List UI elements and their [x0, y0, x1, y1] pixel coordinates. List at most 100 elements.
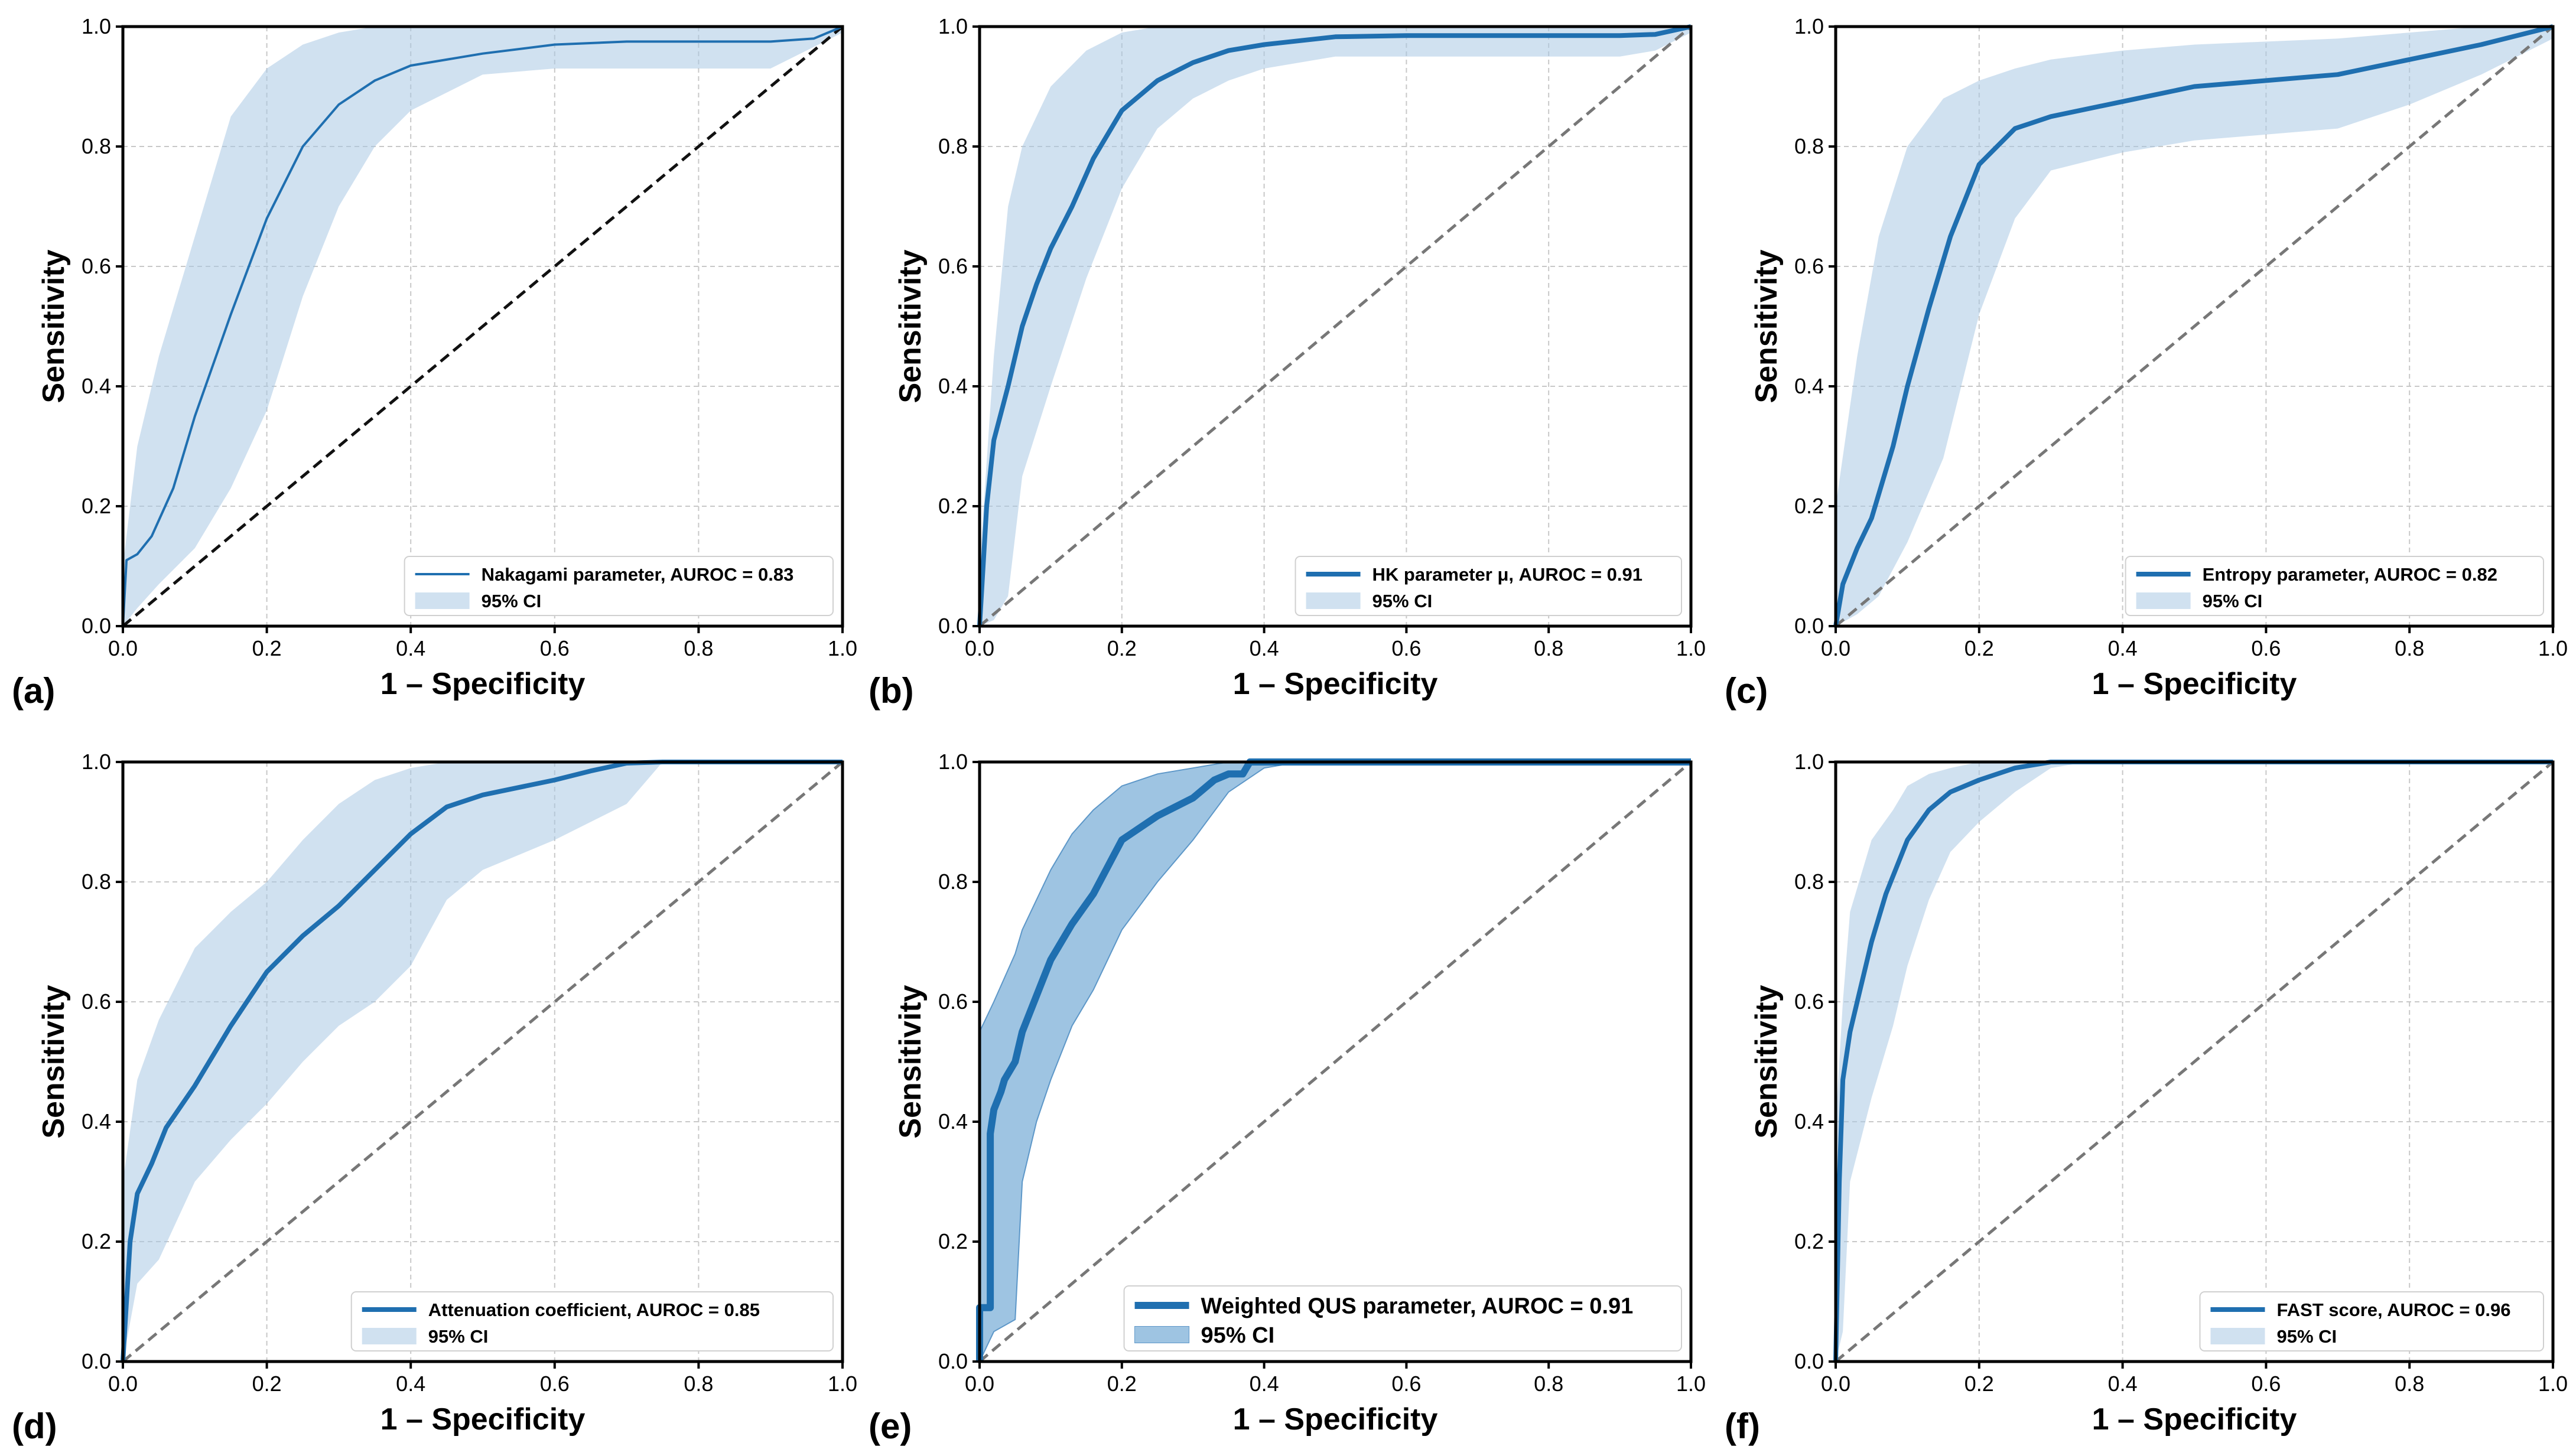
y-tick-label: 0.0 — [1794, 1349, 1824, 1373]
legend-label-ci: 95% CI — [482, 591, 542, 611]
y-tick-label: 0.4 — [938, 374, 968, 398]
chance-diagonal — [978, 25, 1692, 627]
x-tick-label: 0.8 — [1534, 1372, 1563, 1396]
y-tick-label: 0.4 — [1794, 374, 1824, 398]
legend-label-curve: Attenuation coefficient, AUROC = 0.85 — [428, 1300, 760, 1320]
x-tick-label: 0.4 — [1250, 636, 1279, 660]
y-tick-label: 0.6 — [1794, 989, 1824, 1014]
x-tick-label: 0.4 — [1250, 1372, 1279, 1396]
y-tick-label: 0.4 — [1794, 1109, 1824, 1134]
x-tick-label: 0.8 — [2395, 636, 2424, 660]
legend-box — [1123, 1285, 1683, 1351]
roc-panel-f: 0.0 0.2 0.4 0.6 0.8 1.0 0.0 0.2 0.4 0.6 0.8 1.0 1 – … — [1725, 750, 2568, 1446]
x-tick-label: 0.2 — [1964, 636, 1994, 660]
legend-label-curve: Weighted QUS parameter, AUROC = 0.91 — [1201, 1294, 1634, 1318]
legend-band-swatch — [2210, 1328, 2265, 1344]
chance-diagonal — [122, 761, 844, 1363]
y-tick-label: 1.0 — [938, 750, 968, 774]
y-tick-label: 0.6 — [938, 989, 968, 1014]
x-tick-label: 1.0 — [2538, 1372, 2568, 1396]
ci-band — [1836, 762, 2553, 1362]
y-tick-label: 1.0 — [1794, 750, 1824, 774]
legend-label-curve: HK parameter μ, AUROC = 0.91 — [1372, 564, 1642, 585]
y-axis-label: Sensitivity — [893, 249, 928, 403]
chance-diagonal — [122, 25, 844, 627]
y-tick-label: 0.2 — [82, 494, 111, 518]
y-tick-label: 0.8 — [1794, 869, 1824, 894]
x-tick-label: 0.4 — [396, 636, 425, 660]
x-axis-label: 1 – Specificity — [2092, 1402, 2297, 1437]
x-tick-label: 0.0 — [965, 1372, 994, 1396]
roc-panel-e: 0.0 0.2 0.4 0.6 0.8 1.0 0.0 0.2 0.4 0.6 0.8 1.0 1 – … — [869, 750, 1706, 1446]
x-tick-label: 0.0 — [1821, 1372, 1850, 1396]
x-tick-label: 1.0 — [1676, 636, 1706, 660]
y-axis-label: Sensitivity — [1749, 985, 1784, 1138]
y-tick-label: 1.0 — [82, 750, 111, 774]
roc-panel-b: 0.0 0.2 0.4 0.6 0.8 1.0 0.0 0.2 0.4 0.6 0.8 1.0 1 – … — [869, 14, 1706, 711]
x-axis-label: 1 – Specificity — [1233, 667, 1438, 701]
y-tick-label: 1.0 — [82, 14, 111, 38]
legend: Attenuation coefficient, AUROC = 0.85 95%… — [350, 1291, 834, 1351]
legend: FAST score, AUROC = 0.96 95% CI — [2199, 1291, 2544, 1351]
x-tick-label: 0.2 — [1107, 636, 1137, 660]
x-tick-label: 0.6 — [540, 636, 570, 660]
legend: Nakagami parameter, AUROC = 0.83 95% CI — [404, 556, 834, 616]
x-tick-label: 1.0 — [2538, 636, 2568, 660]
ci-band — [1836, 27, 2553, 626]
y-tick-label: 0.8 — [82, 869, 111, 894]
x-tick-label: 0.6 — [1391, 636, 1421, 660]
chance-diagonal — [978, 761, 1692, 1363]
ci-band — [980, 27, 1691, 626]
x-tick-label: 1.0 — [828, 1372, 857, 1396]
legend-label-ci: 95% CI — [428, 1326, 489, 1347]
axes-frame — [978, 25, 1693, 628]
chance-diagonal — [1835, 25, 2554, 627]
legend-label-curve: FAST score, AUROC = 0.96 — [2276, 1300, 2510, 1320]
x-tick-label: 0.2 — [252, 636, 282, 660]
roc-curve — [122, 25, 843, 627]
panel-label: (f) — [1725, 1406, 1760, 1446]
axes-frame — [1834, 25, 2555, 628]
x-tick-label: 0.6 — [2251, 636, 2281, 660]
y-tick-label: 0.6 — [938, 254, 968, 278]
x-tick-label: 0.0 — [108, 1372, 138, 1396]
legend-band-swatch — [362, 1328, 417, 1344]
y-tick-label: 0.8 — [82, 134, 111, 158]
y-tick-label: 0.6 — [82, 989, 111, 1014]
x-tick-label: 0.0 — [965, 636, 994, 660]
y-axis-label: Sensitivity — [1749, 249, 1784, 403]
x-tick-label: 0.4 — [2108, 1372, 2138, 1396]
y-axis-label: Sensitivity — [37, 985, 71, 1138]
x-axis-label: 1 – Specificity — [380, 1402, 586, 1437]
x-axis-label: 1 – Specificity — [2092, 667, 2297, 701]
y-axis-label: Sensitivity — [893, 985, 928, 1138]
x-tick-label: 0.2 — [1964, 1372, 1994, 1396]
y-tick-label: 0.8 — [938, 134, 968, 158]
panel-label: (e) — [869, 1406, 912, 1446]
x-tick-label: 0.2 — [1107, 1372, 1137, 1396]
x-axis-label: 1 – Specificity — [380, 667, 586, 701]
y-tick-label: 0.6 — [82, 254, 111, 278]
roc-panel-c: 0.0 0.2 0.4 0.6 0.8 1.0 0.0 0.2 0.4 0.6 0.8 1.0 1 – … — [1725, 14, 2568, 711]
x-tick-label: 0.0 — [108, 636, 138, 660]
x-tick-label: 1.0 — [828, 636, 857, 660]
y-tick-label: 1.0 — [1794, 14, 1824, 38]
y-axis-label: Sensitivity — [37, 249, 71, 403]
roc-curve — [121, 760, 843, 1362]
y-tick-label: 0.4 — [82, 374, 111, 398]
x-axis-label: 1 – Specificity — [1233, 1402, 1438, 1437]
axes-frame — [121, 760, 844, 1363]
axes-frame — [1834, 760, 2555, 1363]
y-tick-label: 0.0 — [82, 1349, 111, 1373]
panel-label: (b) — [869, 671, 914, 711]
legend-band-swatch — [2136, 592, 2191, 609]
y-tick-label: 0.8 — [1794, 134, 1824, 158]
axes-frame — [121, 25, 844, 628]
legend-box — [350, 1291, 834, 1351]
legend-label-ci: 95% CI — [1372, 591, 1433, 611]
ci-band — [123, 762, 843, 1362]
roc-curve — [1833, 760, 2553, 1362]
chance-diagonal — [1835, 761, 2554, 1363]
x-tick-label: 0.2 — [252, 1372, 282, 1396]
